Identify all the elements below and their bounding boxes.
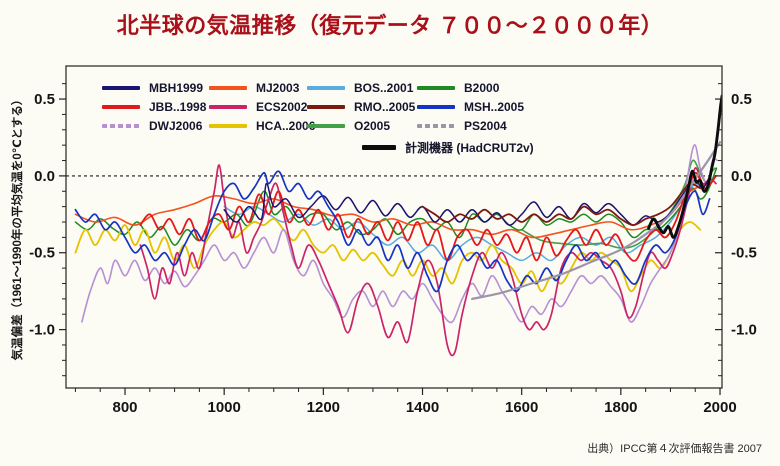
y-tick-label-right: -0.5 xyxy=(731,245,757,262)
series-line-PS2004 xyxy=(471,141,722,300)
legend-label: B2000 xyxy=(464,80,500,95)
series-line-swatch xyxy=(102,104,140,109)
x-tick-label: 800 xyxy=(112,399,137,416)
legend-label: DWJ2006 xyxy=(149,118,203,133)
legend-item-PS2004: PS2004 xyxy=(417,118,524,133)
legend-item-HCA2006: HCA..2006 xyxy=(209,118,315,133)
legend-item-RMO2005: RMO..2005 xyxy=(307,99,417,114)
legend-label: PS2004 xyxy=(464,118,507,133)
y-tick-label-left: 0.5 xyxy=(34,91,55,108)
source-caption: 出典）IPCC第４次評価報告書 2007 xyxy=(587,443,762,455)
legend-label: MBH1999 xyxy=(149,80,204,95)
x-tick-label: 1000 xyxy=(207,399,240,416)
x-tick-label: 1200 xyxy=(307,399,340,416)
series-line-swatch xyxy=(307,123,345,128)
legend-item-instrumental: 計測機器 (HadCRUT2v) xyxy=(362,139,534,156)
series-line-swatch xyxy=(417,104,455,109)
legend-item-ECS2002: ECS2002 xyxy=(209,99,307,114)
series-line-DWJ2006 xyxy=(81,144,719,324)
series-line-MSH2005 xyxy=(74,170,711,293)
legend-label-instrumental: 計測機器 (HadCRUT2v) xyxy=(405,141,534,155)
legend-label: O2005 xyxy=(354,118,391,133)
legend-label: MSH..2005 xyxy=(464,99,525,114)
series-line-MJ2003 xyxy=(74,182,711,239)
legend-label: HCA..2006 xyxy=(256,118,316,133)
series-line-swatch xyxy=(102,85,140,90)
legend-label: BOS..2001 xyxy=(354,80,414,95)
chart-legend: MBH1999 MJ2003 BOS..2001 B2000 JBB..1998 ECS2… xyxy=(102,80,524,133)
series-line-swatch xyxy=(417,123,455,128)
legend-item-MJ2003: MJ2003 xyxy=(209,80,307,95)
y-tick-label-left: 0.0 xyxy=(34,168,55,185)
series-line-ECS2002 xyxy=(139,164,717,357)
legend-item-JBB1998: JBB..1998 xyxy=(102,99,209,114)
series-line-swatch xyxy=(102,123,140,128)
y-tick-label-right: 0.0 xyxy=(731,168,752,185)
legend-item-B2000: B2000 xyxy=(417,80,524,95)
legend-item-MBH1999: MBH1999 xyxy=(102,80,209,95)
y-tick-label-right: 0.5 xyxy=(731,91,752,108)
y-tick-label-left: -1.0 xyxy=(29,322,55,339)
series-line-swatch xyxy=(209,104,247,109)
series-line-swatch xyxy=(209,123,247,128)
series-line-hadcrut2v xyxy=(647,94,722,239)
legend-label: MJ2003 xyxy=(256,80,300,95)
instrumental-line-swatch xyxy=(362,145,396,150)
legend-item-DWJ2006: DWJ2006 xyxy=(102,118,209,133)
series-line-JBB1998 xyxy=(139,171,717,262)
legend-label: RMO..2005 xyxy=(354,99,416,114)
series-line-swatch xyxy=(417,85,455,90)
y-tick-label-left: -0.5 xyxy=(29,245,55,262)
series-line-swatch xyxy=(209,85,247,90)
x-tick-label: 1800 xyxy=(604,399,637,416)
x-tick-label: 2000 xyxy=(703,399,736,416)
x-tick-label: 1600 xyxy=(505,399,538,416)
series-line-RMO2005 xyxy=(421,182,702,226)
legend-label: ECS2002 xyxy=(256,99,308,114)
series-line-swatch xyxy=(307,104,345,109)
legend-item-MSH2005: MSH..2005 xyxy=(417,99,524,114)
y-tick-label-right: -1.0 xyxy=(731,322,757,339)
series-line-swatch xyxy=(307,85,345,90)
legend-item-O2005: O2005 xyxy=(307,118,417,133)
legend-item-BOS2001: BOS..2001 xyxy=(307,80,417,95)
page-title: 北半球の気温推移（復元データ ７００～２０００年） xyxy=(116,13,664,38)
x-tick-label: 1400 xyxy=(406,399,439,416)
plot-border xyxy=(65,65,723,389)
legend-label: JBB..1998 xyxy=(149,99,207,114)
series-line-B2000 xyxy=(74,167,718,246)
